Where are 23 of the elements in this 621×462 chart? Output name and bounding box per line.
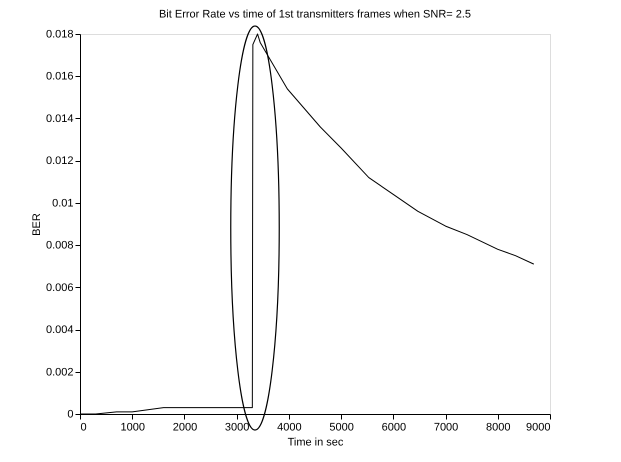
x-tick-label: 3000: [224, 422, 250, 434]
x-tick-label: 9000: [526, 422, 550, 434]
x-tick-label: 7000: [434, 422, 458, 434]
x-tick-label: 4000: [277, 422, 302, 434]
x-axis-title: Time in sec: [288, 436, 344, 448]
x-tick-label: 2000: [172, 422, 198, 434]
y-tick-label: 0.006: [46, 282, 74, 294]
x-tick-label: 8000: [486, 422, 511, 434]
chart-title: Bit Error Rate vs time of 1st transmitters frames when SNR= 2.5: [158, 8, 472, 21]
y-tick-label: 0.018: [46, 28, 74, 40]
y-axis-title: BER: [30, 213, 43, 236]
x-tick-label: 5000: [329, 422, 354, 434]
y-tick-label: 0.01: [52, 197, 74, 210]
x-tick-label: 1000: [120, 422, 145, 434]
y-tick-label: 0.004: [46, 324, 74, 336]
x-tick-label: 6000: [382, 422, 406, 434]
y-tick-label: 0: [67, 408, 74, 420]
y-tick-label: 0.014: [46, 112, 74, 125]
y-tick-label: 0.012: [46, 155, 74, 168]
y-tick-label: 0.016: [46, 70, 74, 83]
y-tick-label: 0.008: [46, 240, 74, 252]
y-tick-label: 0.002: [46, 366, 74, 378]
x-tick-label: 0: [80, 422, 87, 434]
